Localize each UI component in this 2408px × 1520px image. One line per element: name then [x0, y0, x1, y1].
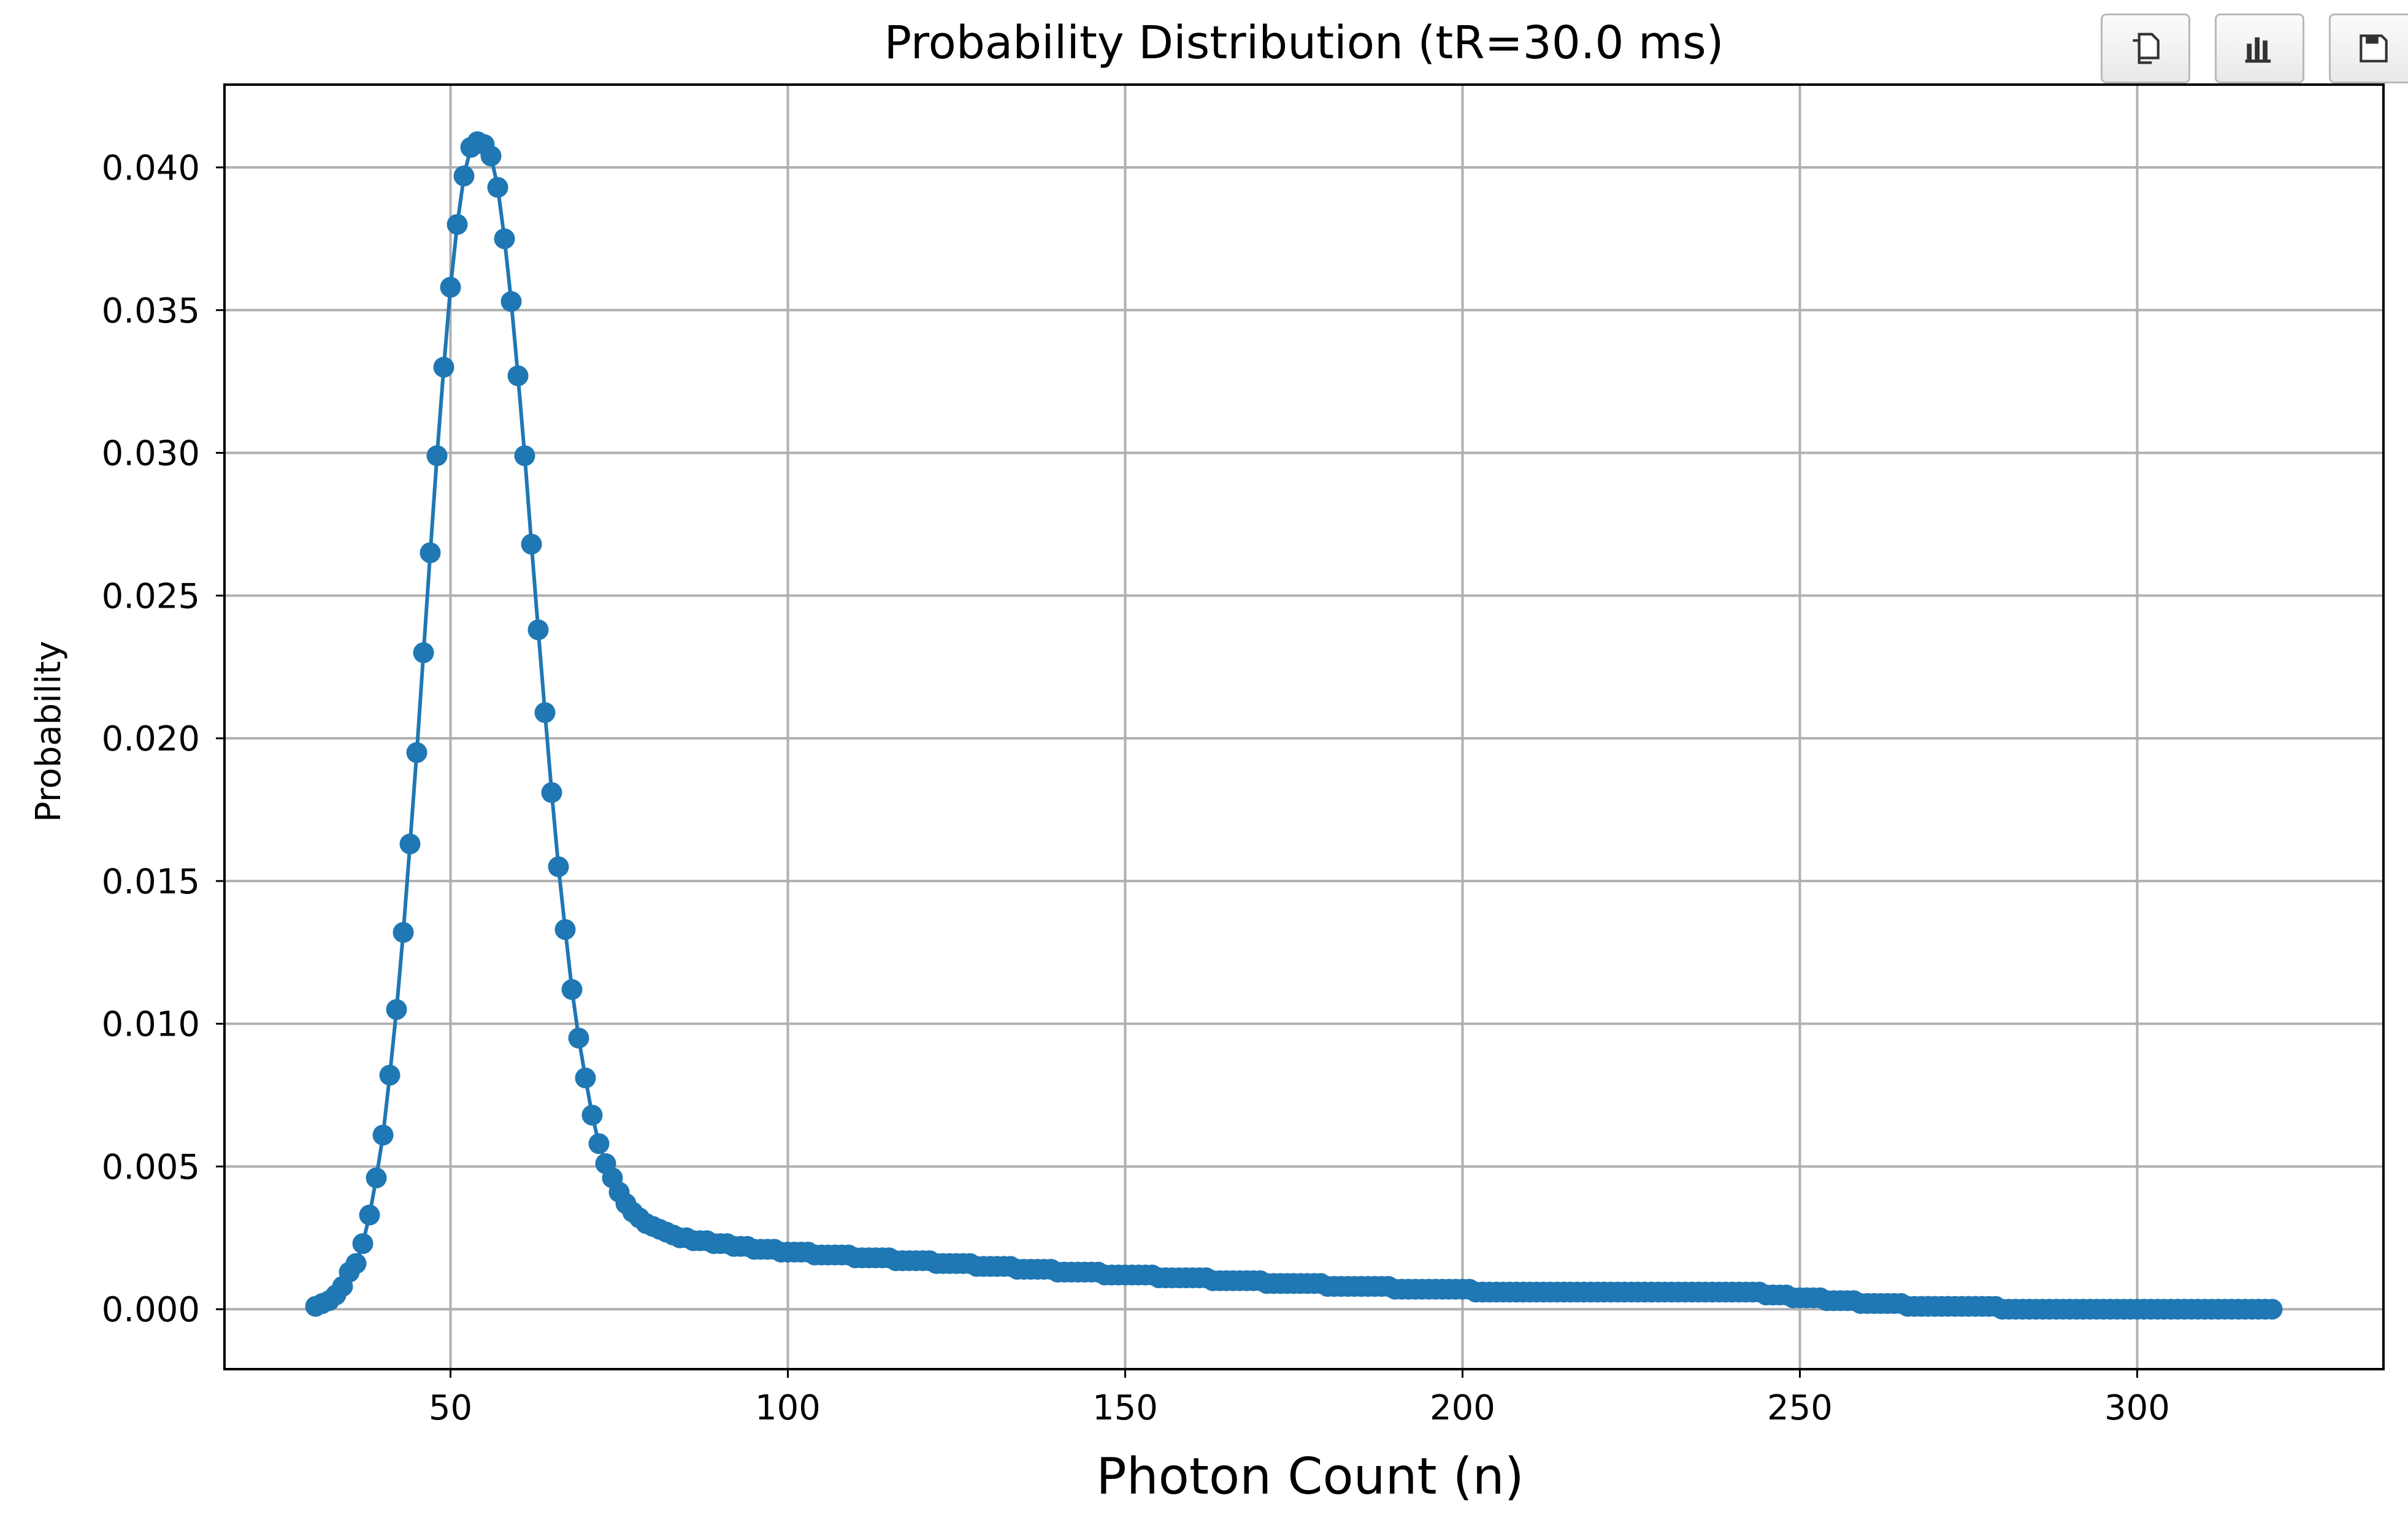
copy-button[interactable] [2101, 13, 2190, 83]
x-axis-label: Photon Count (n) [1096, 1448, 1524, 1506]
data-point [500, 291, 522, 312]
x-tick-label: 300 [2104, 1388, 2170, 1428]
x-tick-label: 100 [755, 1388, 821, 1428]
y-axis-label: Probability [29, 641, 69, 822]
y-tick-label: 0.020 [102, 719, 200, 759]
y-tick-label: 0.040 [102, 148, 200, 188]
ticks-layer: 50 100 150 200 250 300 0.000 0.005 0.010 0.015 0.0… [102, 148, 2170, 1428]
data-point [420, 542, 441, 563]
y-tick-label: 0.025 [102, 576, 200, 616]
data-point [393, 922, 414, 943]
plot-frame [223, 83, 2385, 1370]
copy-icon [2133, 32, 2160, 64]
data-point [581, 1104, 603, 1126]
series-line [315, 140, 2272, 1312]
data-point [514, 445, 535, 467]
data-point [352, 1233, 374, 1255]
y-tick-label: 0.035 [102, 291, 200, 331]
data-point [487, 177, 508, 198]
x-tick-label: 250 [1767, 1388, 1833, 1428]
data-point [548, 856, 569, 877]
series-layer [305, 131, 2283, 1320]
save-icon [2360, 34, 2388, 63]
data-point [386, 999, 407, 1020]
y-tick-label: 0.030 [102, 434, 200, 474]
y-tick-label: 0.015 [102, 862, 200, 902]
data-point [534, 702, 556, 724]
data-point [372, 1125, 394, 1146]
data-point [440, 277, 461, 298]
data-point [2261, 1299, 2283, 1320]
data-point [480, 145, 502, 167]
data-point [399, 833, 421, 855]
data-point [345, 1253, 367, 1274]
data-point [554, 919, 576, 940]
x-tick-label: 50 [429, 1388, 472, 1428]
data-point [561, 979, 583, 1000]
figure-toolbar [2101, 13, 2408, 86]
data-point [379, 1064, 401, 1086]
data-point [541, 782, 562, 803]
data-point [527, 619, 549, 641]
y-tick-label: 0.000 [102, 1290, 200, 1330]
x-tick-label: 200 [1430, 1388, 1495, 1428]
data-point [507, 365, 529, 386]
data-point [521, 533, 542, 555]
data-point [406, 742, 428, 763]
data-point [568, 1028, 589, 1048]
data-point [426, 445, 448, 467]
data-point [494, 228, 515, 250]
chart-title: Probability Distribution (tR=30.0 ms) [884, 17, 1724, 69]
data-point [453, 166, 475, 186]
y-tick-label: 0.005 [102, 1147, 200, 1187]
data-point [366, 1167, 387, 1189]
data-point [433, 356, 454, 378]
data-point [413, 642, 434, 663]
x-tick-label: 150 [1092, 1388, 1158, 1428]
grid-layer [224, 85, 2383, 1369]
bar-chart-icon [2245, 37, 2271, 63]
data-point [447, 214, 468, 235]
save-button[interactable] [2329, 13, 2408, 83]
y-tick-label: 0.010 [102, 1005, 200, 1045]
chart-options-button[interactable] [2215, 13, 2304, 83]
data-point [359, 1204, 380, 1226]
data-point [588, 1133, 610, 1155]
data-point [575, 1067, 596, 1089]
